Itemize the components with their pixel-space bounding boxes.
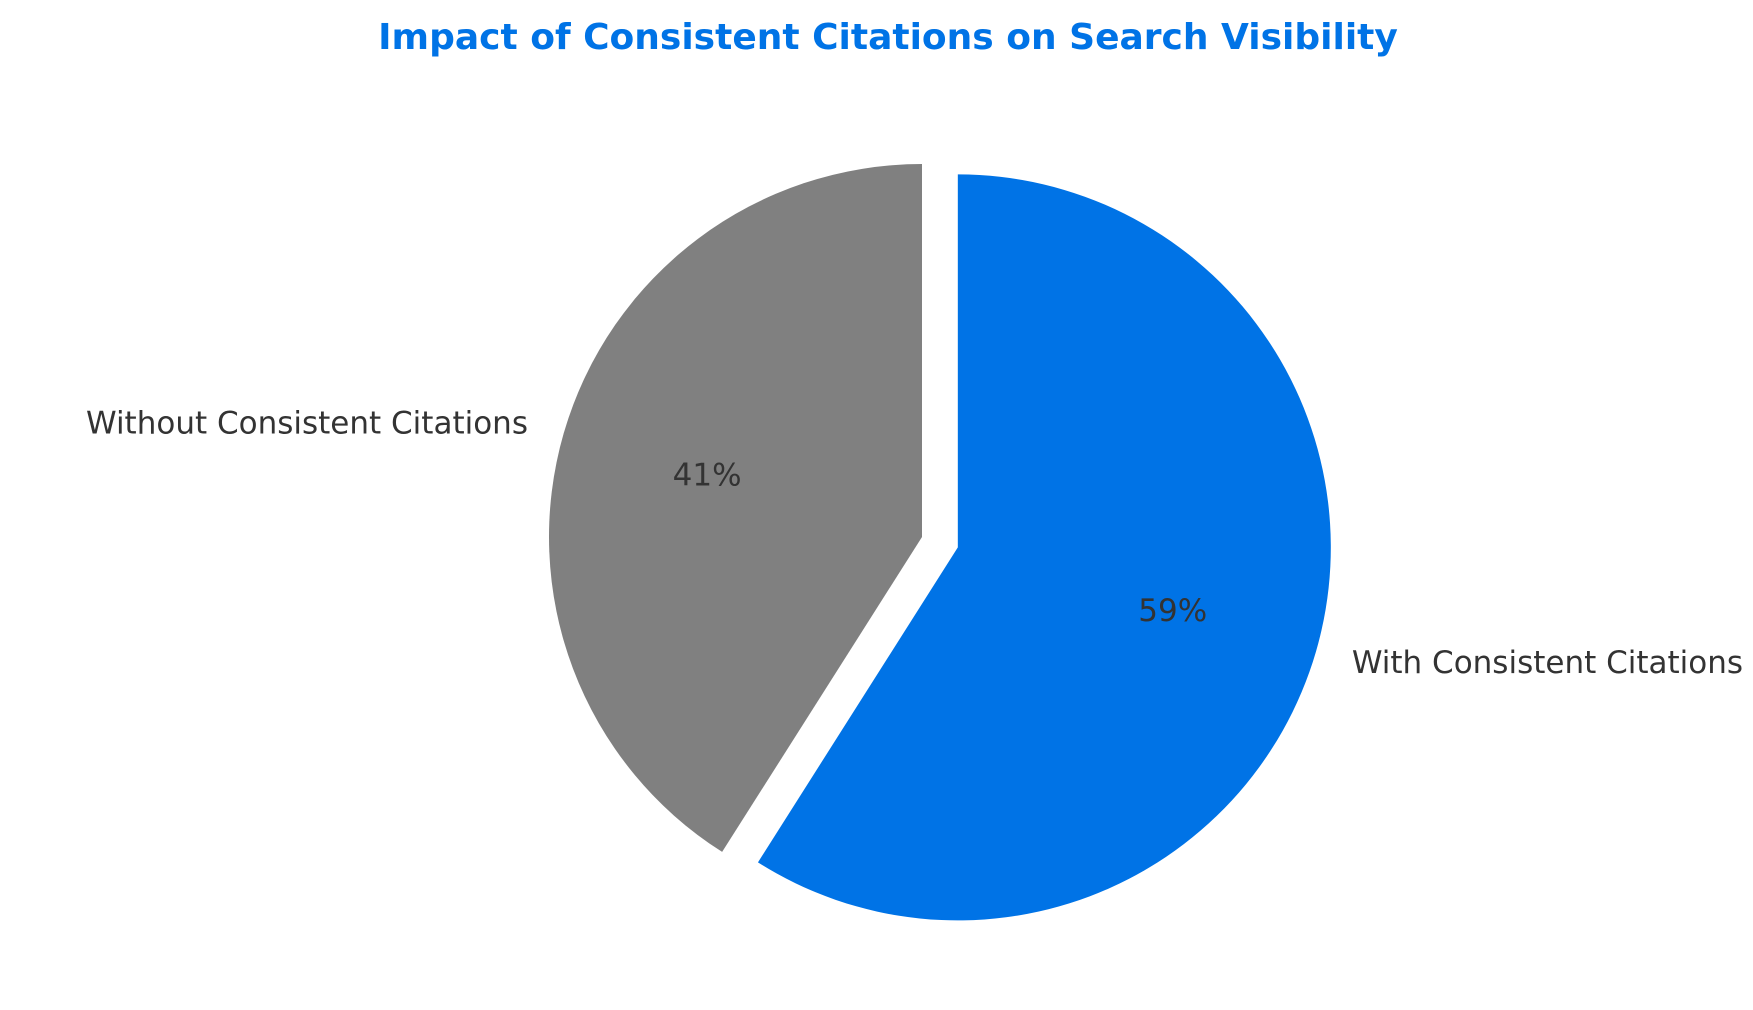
pie-slice-0	[548, 164, 922, 852]
slice-percent-label-0: 41%	[673, 458, 742, 494]
slice-category-label-1: With Consistent Citations	[1352, 645, 1743, 681]
chart-title: Impact of Consistent Citations on Search…	[378, 17, 1398, 58]
pie-slices	[548, 164, 1331, 921]
slice-category-label-0: Without Consistent Citations	[86, 406, 528, 442]
pie-slice-1	[757, 174, 1331, 921]
slice-percent-label-1: 59%	[1138, 593, 1207, 629]
pie-labels: 41% Without Consistent Citations 59% With C…	[86, 406, 1743, 681]
